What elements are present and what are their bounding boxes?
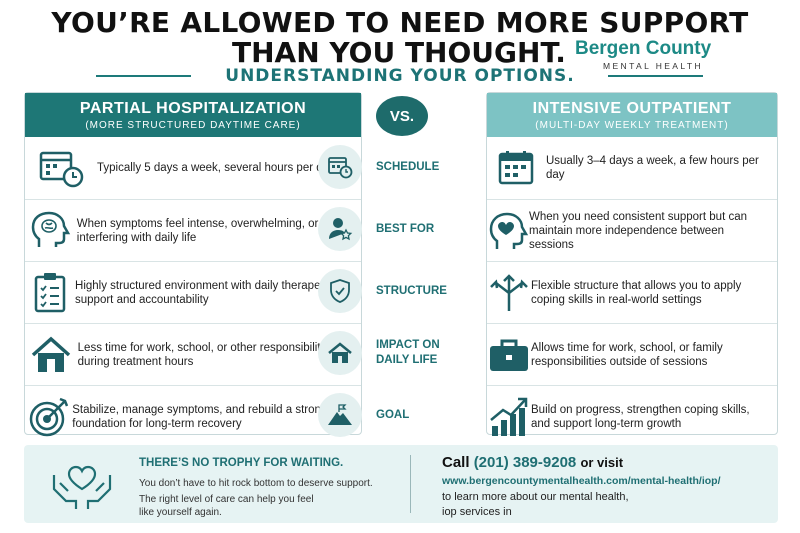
- right-row-text: Flexible structure that allows you to ap…: [531, 279, 742, 306]
- partial-hospitalization-panel: PARTIAL HOSPITALIZATION (MORE STRUCTURED…: [24, 92, 362, 436]
- calendar-clock-icon: [25, 148, 97, 188]
- subtitle-rule-left: [96, 75, 191, 77]
- footer-more-line: iop services in: [442, 506, 512, 518]
- head-heart-icon: [487, 209, 529, 253]
- target-icon: [25, 395, 72, 439]
- left-row-text: When symptoms feel intense, overwhelming…: [76, 217, 339, 244]
- left-row-schedule: Typically 5 days a week, several hours p…: [25, 137, 361, 199]
- category-goal: GOAL: [318, 384, 488, 446]
- right-row-text: When you need consistent support but can…: [529, 210, 748, 251]
- right-row-schedule: Usually 3–4 days a week, a few hours per…: [487, 137, 777, 199]
- footer-divider: [410, 455, 411, 513]
- left-row-text: Less time for work, school, or other res…: [77, 341, 336, 368]
- vs-badge: VS.: [376, 96, 428, 136]
- left-row-goal: Stabilize, manage symptoms, and rebuild …: [25, 385, 361, 447]
- footer-line: like yourself again.: [139, 507, 222, 518]
- left-row-structure: Highly structured environment with daily…: [25, 261, 361, 323]
- right-row-text: Usually 3–4 days a week, a few hours per…: [545, 155, 759, 181]
- head-brain-icon: [25, 209, 77, 253]
- category-label: STRUCTURE: [376, 284, 447, 297]
- category-label: BEST FOR: [376, 222, 435, 235]
- calendar-icon: [487, 149, 546, 187]
- website-link[interactable]: www.bergencountymentalhealth.com/mental-…: [442, 475, 721, 487]
- briefcase-icon: [487, 336, 531, 374]
- left-panel-header: PARTIAL HOSPITALIZATION (MORE STRUCTURED…: [25, 93, 361, 137]
- left-row-text: Stabilize, manage symptoms, and rebuild …: [72, 403, 328, 430]
- category-impact: IMPACT ON DAILY LIFE: [318, 322, 488, 384]
- intensive-outpatient-panel: INTENSIVE OUTPATIENT (MULTI-DAY WEEKLY T…: [486, 92, 778, 436]
- page-subtitle: UNDERSTANDING YOUR OPTIONS.: [225, 66, 575, 86]
- growth-chart-icon: [487, 396, 531, 438]
- shield-check-icon: [318, 269, 362, 313]
- call-suffix: or visit: [580, 455, 624, 470]
- right-row-impact: Allows time for work, school, or family …: [487, 323, 777, 385]
- right-row-structure: Flexible structure that allows you to ap…: [487, 261, 777, 323]
- category-schedule: SCHEDULE: [318, 136, 488, 198]
- left-panel-subtitle: (MORE STRUCTURED DAYTIME CARE): [85, 119, 301, 131]
- brand-logo: Bergen County MENTAL HEALTH: [575, 38, 755, 71]
- right-panel-header: INTENSIVE OUTPATIENT (MULTI-DAY WEEKLY T…: [487, 93, 777, 137]
- phone-number[interactable]: (201) 389-9208: [473, 454, 577, 471]
- footer-more-line: to learn more about our mental health,: [442, 491, 629, 503]
- person-star-icon: [318, 207, 362, 251]
- page-title-line1: YOU’RE ALLOWED TO NEED MORE SUPPORT: [51, 6, 749, 39]
- right-panel-title: INTENSIVE OUTPATIENT: [532, 99, 732, 117]
- category-best-for: BEST FOR: [318, 198, 488, 260]
- footer-line: You don’t have to hit rock bottom to des…: [139, 478, 373, 489]
- right-panel-subtitle: (MULTI-DAY WEEKLY TREATMENT): [535, 119, 729, 131]
- footer-banner: THERE’S NO TROPHY FOR WAITING. You don’t…: [24, 445, 778, 523]
- left-panel-title: PARTIAL HOSPITALIZATION: [79, 99, 307, 117]
- house-icon: [318, 331, 362, 375]
- calendar-clock-icon: [318, 145, 362, 189]
- branching-arrows-icon: [487, 273, 531, 313]
- subtitle-rule-right: [608, 75, 703, 77]
- category-label: IMPACT ON DAILY LIFE: [376, 339, 440, 366]
- left-row-best-for: When symptoms feel intense, overwhelming…: [25, 199, 361, 261]
- right-row-text: Allows time for work, school, or family …: [531, 341, 723, 368]
- category-structure: STRUCTURE: [318, 260, 488, 322]
- right-row-text: Build on progress, strengthen coping ski…: [531, 403, 750, 430]
- brand-name: Bergen County: [575, 38, 712, 59]
- left-row-text: Typically 5 days a week, several hours p…: [97, 162, 335, 174]
- right-row-best-for: When you need consistent support but can…: [487, 199, 777, 261]
- page-title-line2: THAN YOU THOUGHT.: [232, 36, 566, 69]
- footer-line: The right level of care can help you fee…: [139, 494, 314, 505]
- brand-sub: MENTAL HEALTH: [603, 61, 703, 71]
- house-icon: [25, 335, 78, 375]
- hands-heart-icon: [50, 455, 114, 518]
- category-label: GOAL: [376, 408, 410, 421]
- footer-call: Call (201) 389-9208 or visit: [442, 454, 623, 471]
- left-row-text: Highly structured environment with daily…: [75, 279, 339, 306]
- category-label: SCHEDULE: [376, 160, 440, 173]
- right-row-goal: Build on progress, strengthen coping ski…: [487, 385, 777, 447]
- mountain-flag-icon: [318, 393, 362, 437]
- call-prefix: Call: [442, 454, 470, 471]
- left-row-impact: Less time for work, school, or other res…: [25, 323, 361, 385]
- clipboard-checklist-icon: [25, 271, 75, 315]
- footer-heading: THERE’S NO TROPHY FOR WAITING.: [139, 457, 344, 469]
